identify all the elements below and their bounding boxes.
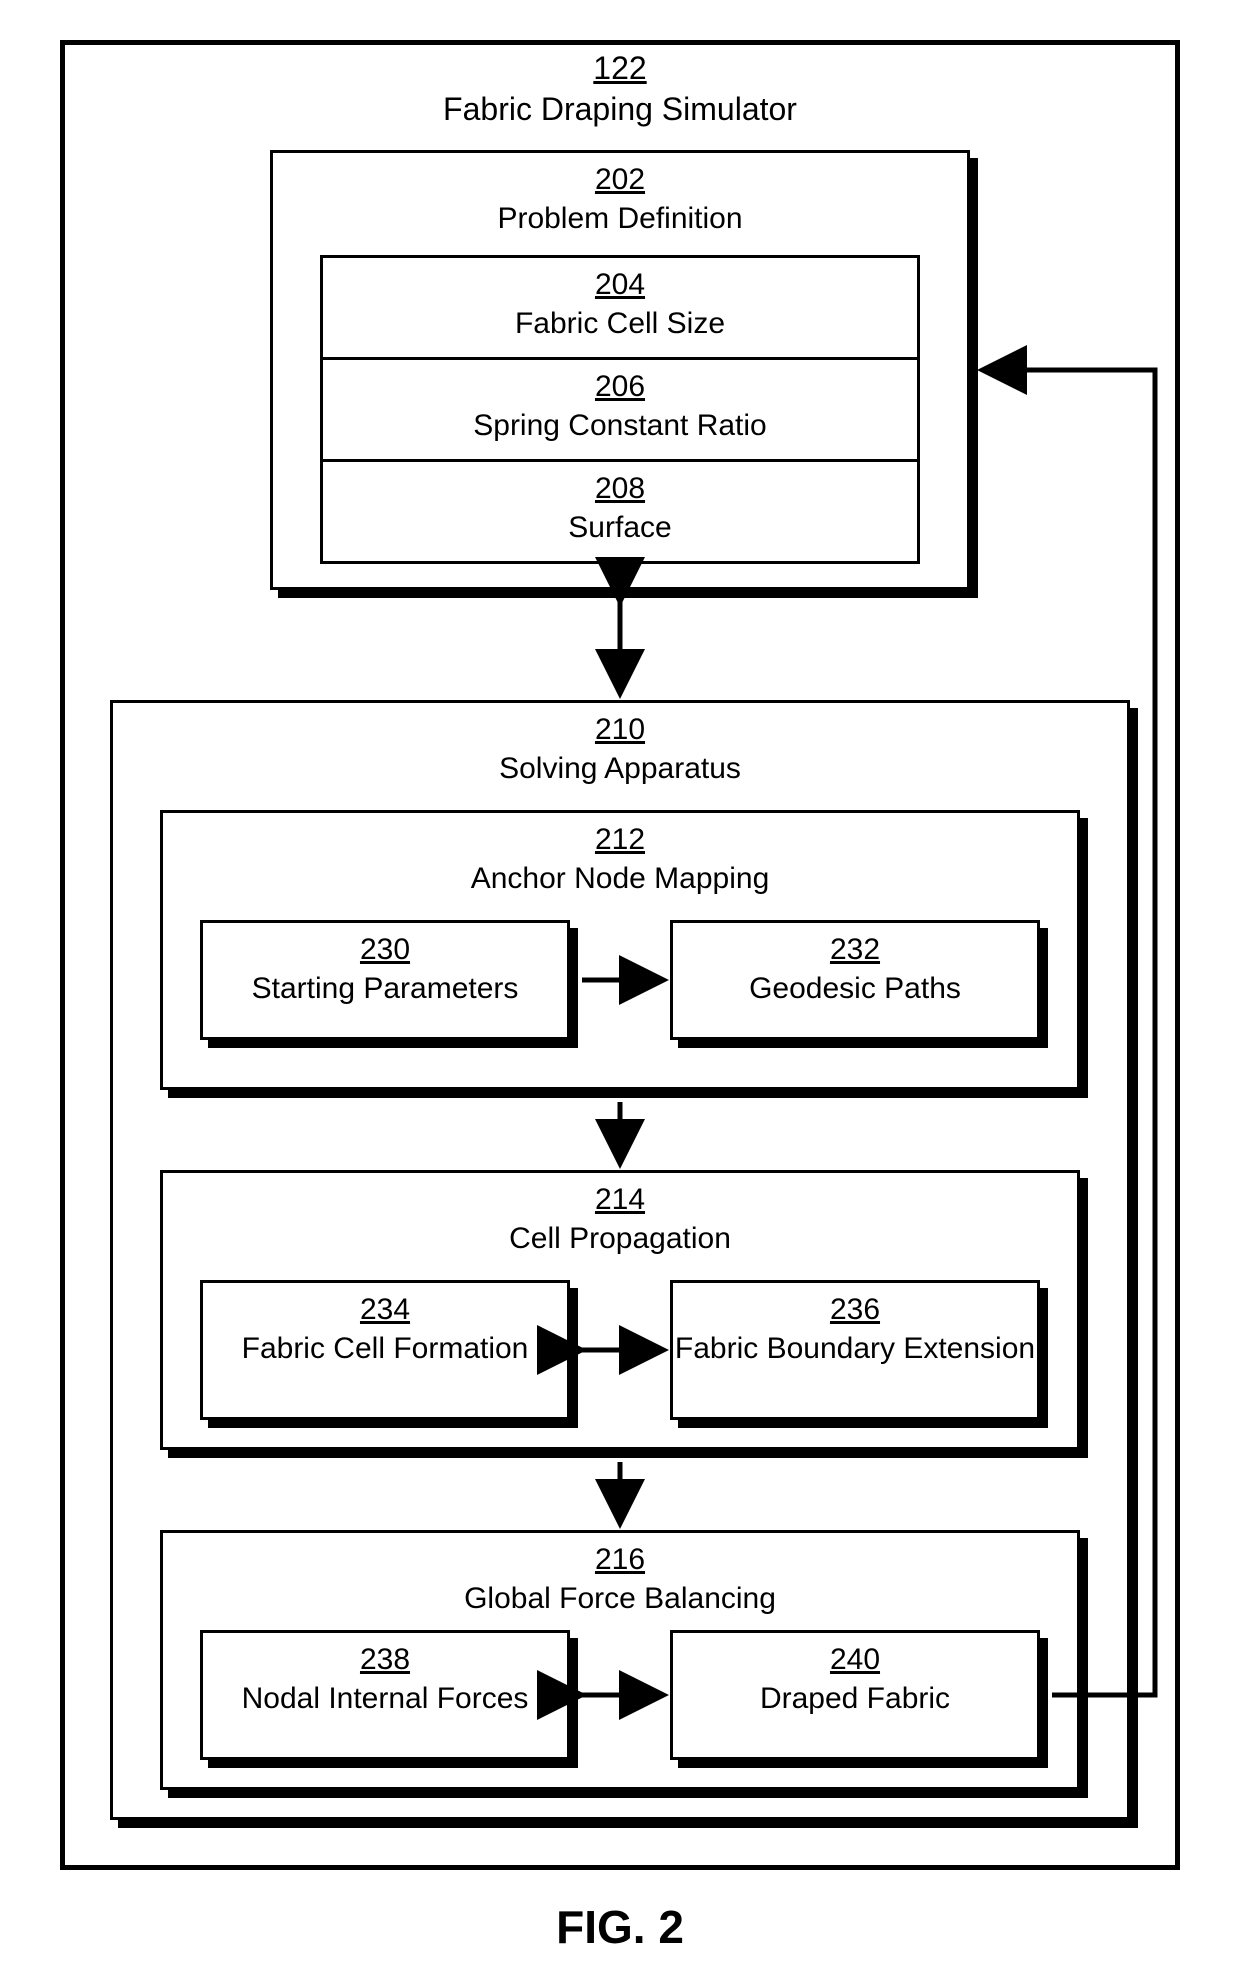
figure-label: FIG. 2 — [0, 1900, 1240, 1954]
arrows-svg — [0, 0, 1240, 1986]
